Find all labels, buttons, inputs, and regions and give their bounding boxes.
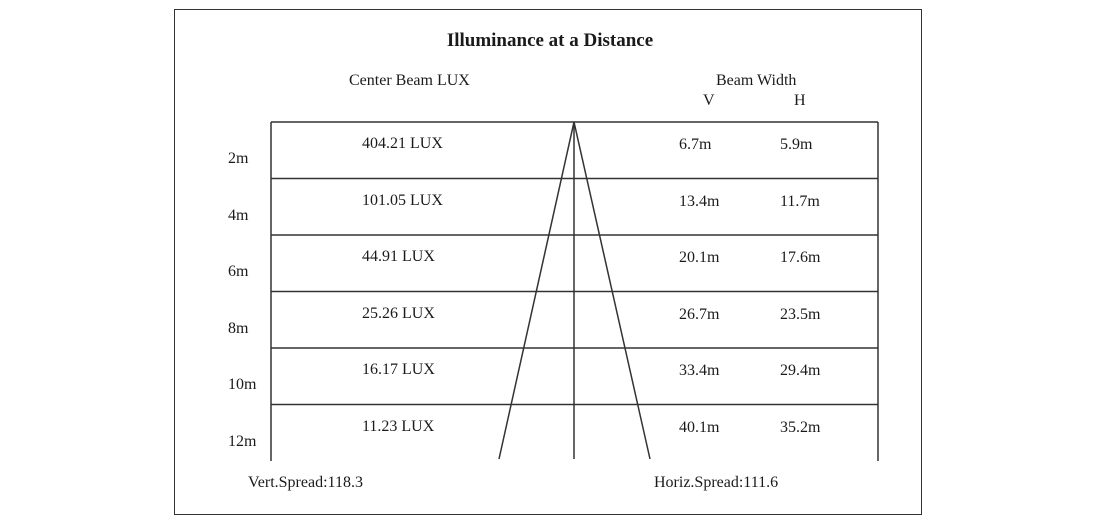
diagram-frame	[174, 9, 922, 515]
row-vertical-width: 26.7m	[679, 305, 720, 323]
h-column-header: H	[794, 92, 806, 109]
row-distance-label: 8m	[228, 319, 249, 337]
row-lux-value: 101.05 LUX	[362, 191, 443, 209]
row-distance-label: 4m	[228, 206, 249, 224]
horiz-spread-label: Horiz.Spread:111.6	[654, 474, 779, 491]
row-vertical-width: 20.1m	[679, 249, 720, 266]
row-lux-value: 16.17 LUX	[362, 361, 435, 378]
row-horizontal-width: 23.5m	[780, 305, 821, 323]
beam-width-header: Beam Width	[716, 72, 797, 89]
row-lux-value: 25.26 LUX	[362, 304, 435, 322]
beam-cone	[498, 121, 651, 460]
v-column-header: V	[703, 92, 715, 109]
row-distance-label: 2m	[228, 150, 249, 167]
row-distance-label: 6m	[228, 263, 249, 280]
diagram-title: Illuminance at a Distance	[446, 30, 654, 51]
beam-left-edge	[498, 121, 575, 460]
row-lux-value: 11.23 LUX	[362, 417, 435, 435]
row-horizontal-width: 35.2m	[780, 418, 821, 436]
row-lux-value: 404.21 LUX	[362, 135, 443, 152]
row-vertical-width: 13.4m	[679, 192, 720, 210]
row-vertical-width: 40.1m	[679, 418, 720, 436]
vert-spread-label: Vert.Spread:118.3	[248, 474, 363, 491]
row-vertical-width: 33.4m	[679, 362, 720, 379]
row-horizontal-width: 11.7m	[780, 192, 820, 210]
row-lux-value: 44.91 LUX	[362, 248, 435, 265]
row-distance-label: 12m	[228, 432, 257, 450]
row-distance-label: 10m	[228, 376, 257, 393]
row-vertical-width: 6.7m	[679, 136, 712, 153]
center-beam-header: Center Beam LUX	[349, 72, 470, 89]
row-horizontal-width: 17.6m	[780, 249, 821, 266]
row-horizontal-width: 29.4m	[780, 362, 821, 379]
row-horizontal-width: 5.9m	[780, 136, 813, 153]
beam-right-edge	[573, 121, 651, 460]
